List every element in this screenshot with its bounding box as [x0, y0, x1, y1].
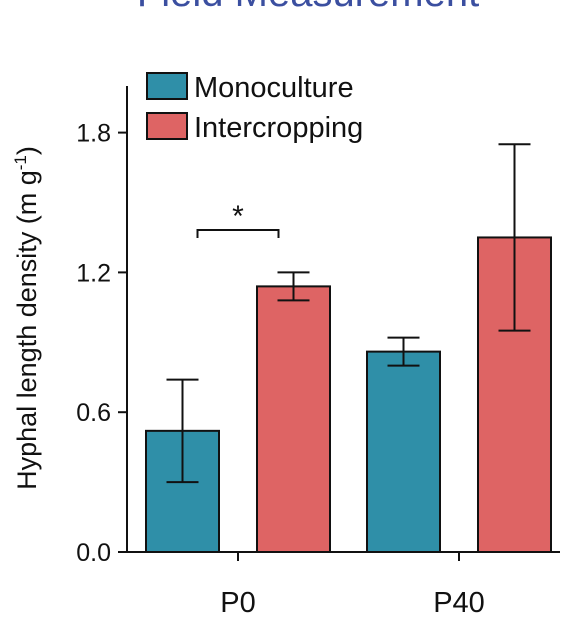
legend-label: Intercropping — [194, 112, 363, 144]
y-axis-label-superscript: -1 — [11, 155, 30, 170]
y-ticks: 0.0 0.6 1.2 1.8 — [76, 120, 127, 567]
y-tick-label: 0.6 — [76, 399, 111, 427]
category-label: P40 — [433, 587, 485, 619]
y-axis-label-main: Hyphal length density (m g — [12, 170, 42, 490]
y-tick-label: 0.0 — [76, 539, 111, 567]
significance-bracket — [196, 229, 280, 238]
legend-label: Monoculture — [194, 72, 354, 104]
bar — [256, 285, 331, 553]
y-axis-label-group: Hyphal length density (m g-1) — [11, 146, 42, 490]
y-axis-label: Hyphal length density (m g-1) — [11, 146, 42, 490]
y-tick-label: 1.2 — [76, 259, 111, 287]
y-tick-label: 1.8 — [76, 120, 111, 148]
category-labels: P0 P40 — [220, 552, 485, 619]
bars — [145, 236, 552, 553]
legend-swatch — [146, 112, 188, 140]
significance-marker: * — [232, 200, 244, 233]
category-label: P0 — [220, 587, 255, 619]
legend-swatch — [146, 72, 188, 100]
legend: Monoculture Intercropping — [146, 72, 363, 144]
bar — [366, 350, 441, 553]
error-bars — [166, 143, 531, 484]
y-axis-label-close: ) — [12, 146, 42, 155]
chart-title: Field Measurement — [137, 0, 479, 15]
annotations: * — [196, 200, 280, 238]
